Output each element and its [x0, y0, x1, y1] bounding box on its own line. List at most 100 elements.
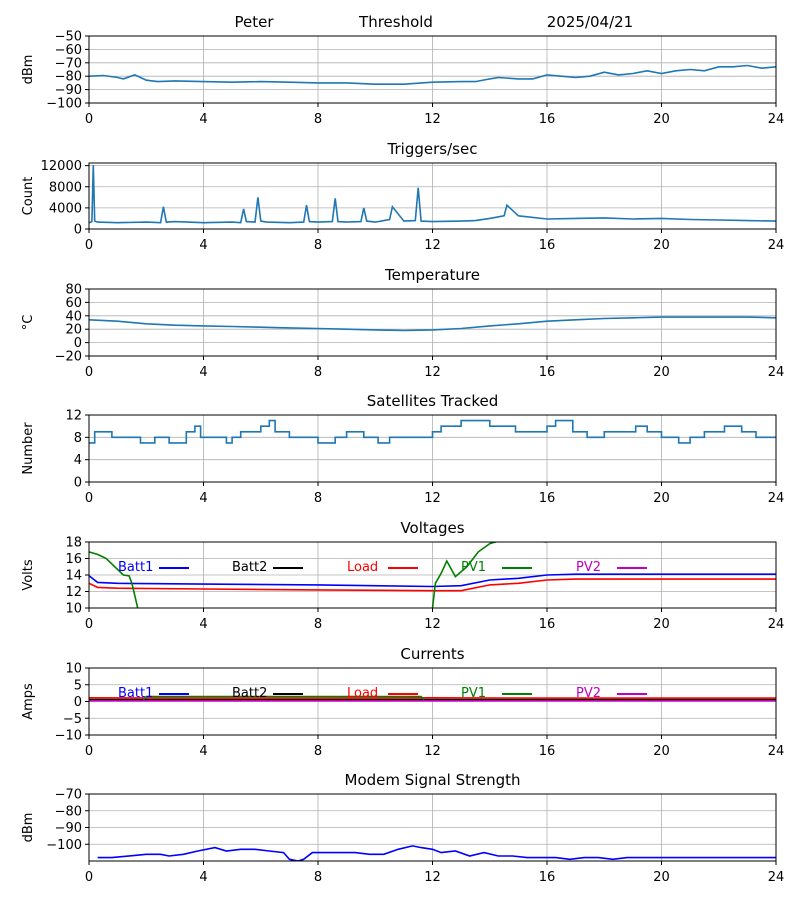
chart-title: Satellites Tracked: [367, 392, 498, 410]
x-tick-label: 12: [424, 491, 441, 506]
x-tick-label: 8: [314, 112, 322, 127]
y-tick-label: 80: [65, 283, 82, 298]
header-station: Peter: [234, 13, 274, 31]
x-tick-label: 12: [424, 617, 441, 632]
x-tick-label: 4: [199, 365, 207, 380]
x-tick-label: 16: [539, 238, 556, 253]
x-tick-label: 0: [85, 365, 93, 380]
x-tick-label: 12: [424, 365, 441, 380]
y-tick-label: −90: [55, 821, 82, 836]
x-tick-label: 16: [539, 491, 556, 506]
y-tick-label: 12000: [41, 159, 82, 174]
y-tick-label: −80: [55, 804, 82, 819]
y-axis-label: dBm: [21, 813, 36, 843]
legend-label-pv2: PV2: [576, 560, 601, 575]
y-tick-label: 10: [65, 662, 82, 677]
x-tick-label: 8: [314, 744, 322, 759]
y-tick-label: 0: [74, 336, 82, 351]
y-tick-label: 18: [65, 536, 82, 551]
x-tick-label: 16: [539, 744, 556, 759]
legend-label-batt1: Batt1: [118, 560, 153, 575]
y-tick-label: 60: [65, 296, 82, 311]
x-tick-label: 8: [314, 238, 322, 253]
legend-label-load: Load: [347, 560, 378, 575]
x-tick-label: 4: [199, 112, 207, 127]
x-tick-label: 4: [199, 238, 207, 253]
x-tick-label: 0: [85, 617, 93, 632]
y-tick-label: 12: [65, 409, 82, 424]
y-axis-label: Number: [21, 422, 36, 475]
y-tick-label: −80: [55, 70, 82, 85]
x-tick-label: 20: [653, 238, 670, 253]
x-tick-label: 0: [85, 744, 93, 759]
x-tick-label: 0: [85, 870, 93, 885]
y-tick-label: 4000: [49, 201, 82, 216]
y-tick-label: 5: [74, 678, 82, 693]
x-tick-label: 12: [424, 744, 441, 759]
x-tick-label: 0: [85, 112, 93, 127]
y-tick-label: 8: [74, 431, 82, 446]
x-tick-label: 20: [653, 744, 670, 759]
x-tick-label: 20: [653, 870, 670, 885]
legend-label-pv2: PV2: [576, 686, 601, 701]
x-tick-label: 4: [199, 744, 207, 759]
x-tick-label: 24: [768, 870, 785, 885]
x-tick-label: 16: [539, 365, 556, 380]
y-tick-label: 4: [74, 453, 82, 468]
chart-title: Modem Signal Strength: [345, 771, 521, 789]
x-tick-label: 8: [314, 365, 322, 380]
x-tick-label: 8: [314, 617, 322, 632]
y-tick-label: 8000: [49, 180, 82, 195]
legend-label-pv1: PV1: [461, 686, 486, 701]
y-axis-label: Count: [21, 177, 36, 216]
y-tick-label: −70: [55, 56, 82, 71]
y-tick-label: 20: [65, 323, 82, 338]
y-tick-label: 0: [74, 476, 82, 491]
y-axis-label: Volts: [21, 559, 36, 591]
chart-title: Triggers/sec: [387, 140, 478, 158]
x-tick-label: 12: [424, 112, 441, 127]
y-tick-label: −70: [55, 788, 82, 803]
y-tick-label: 14: [65, 569, 82, 584]
y-tick-label: −10: [55, 729, 82, 744]
chart-title: Currents: [400, 645, 464, 663]
x-tick-label: 4: [199, 870, 207, 885]
y-tick-label: −20: [55, 350, 82, 365]
header-date: 2025/04/21: [547, 13, 633, 31]
x-tick-label: 4: [199, 491, 207, 506]
chart-currents: 0 4 8 12 16 20 24 −10 −5 0 510 Currents Amps Batt1 Bat…: [21, 645, 784, 759]
x-tick-label: 0: [85, 238, 93, 253]
series-line: [98, 846, 776, 861]
x-tick-label: 24: [768, 491, 785, 506]
y-tick-label: 0: [74, 223, 82, 238]
y-tick-label: 10: [65, 602, 82, 617]
y-tick-label: −5: [63, 712, 82, 727]
legend-label-batt1: Batt1: [118, 686, 153, 701]
y-tick-label: 40: [65, 309, 82, 324]
x-tick-label: 20: [653, 491, 670, 506]
x-tick-label: 24: [768, 238, 785, 253]
legend-label-pv1: PV1: [461, 560, 486, 575]
x-tick-label: 4: [199, 617, 207, 632]
x-tick-label: 0: [85, 491, 93, 506]
y-tick-label: −50: [55, 30, 82, 45]
chart-title: Temperature: [384, 266, 480, 284]
y-tick-label: −60: [55, 43, 82, 58]
y-axis-label: Amps: [21, 683, 36, 720]
x-tick-label: 20: [653, 365, 670, 380]
legend-label-batt2: Batt2: [232, 560, 267, 575]
legend-label-batt2: Batt2: [232, 686, 267, 701]
y-tick-label: 16: [65, 552, 82, 567]
x-tick-label: 16: [539, 617, 556, 632]
x-tick-label: 24: [768, 744, 785, 759]
x-tick-label: 20: [653, 112, 670, 127]
x-tick-label: 8: [314, 870, 322, 885]
y-tick-label: 0: [74, 695, 82, 710]
